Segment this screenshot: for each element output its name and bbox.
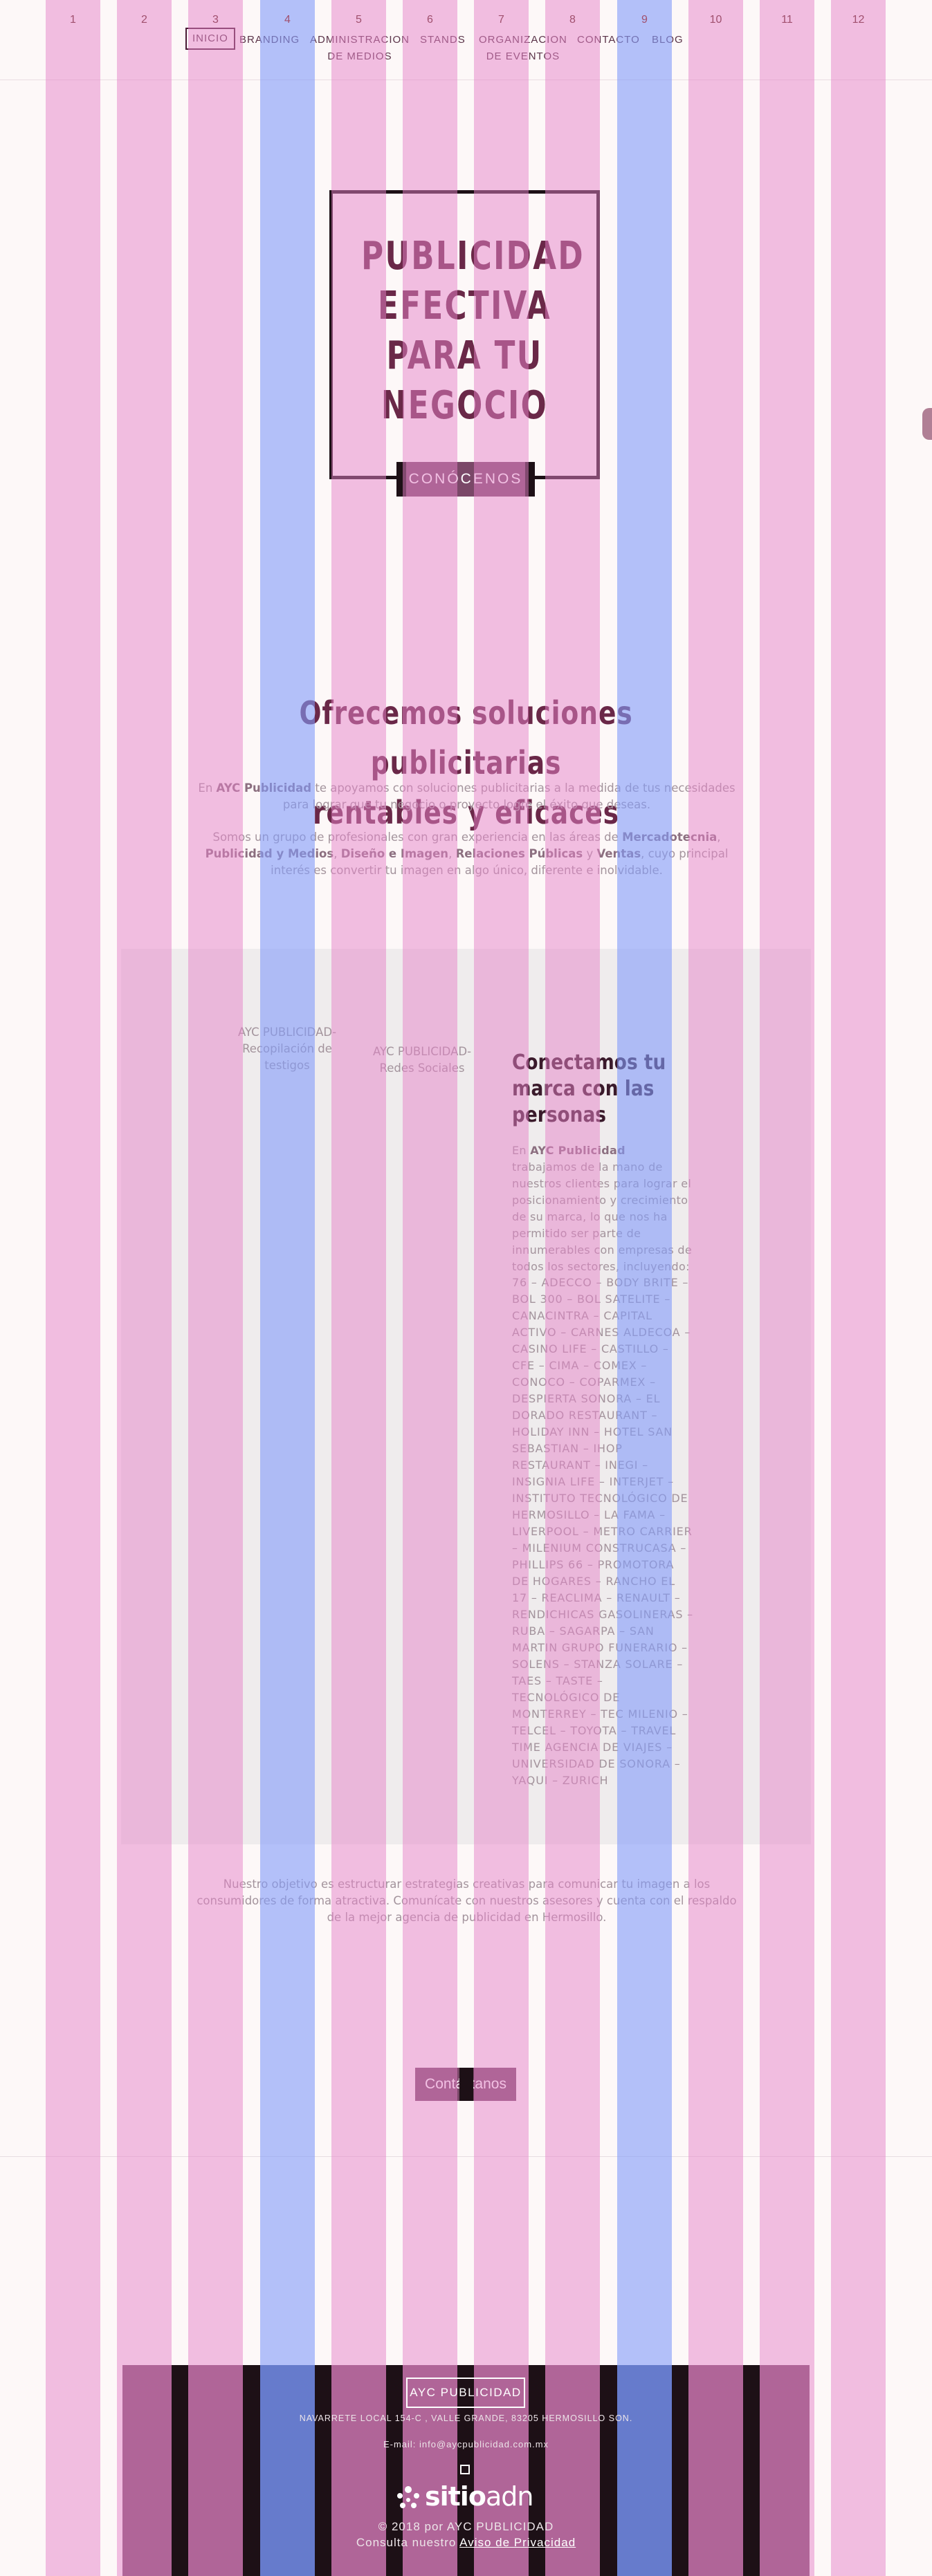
nav-item-branding[interactable]: BRANDING [239,34,300,46]
hero-title: PUBLICIDAD EFECTIVA PARA TU NEGOCIO [361,234,585,428]
hero-button-edge-left [396,462,406,497]
clients-section [121,949,811,1844]
nav-item-administracion-de-medios[interactable]: ADMINISTRACION DE MEDIOS [310,34,410,62]
footer-privacy: Consulta nuestro Aviso de Privacidad [356,2536,576,2549]
section-divider [0,2156,932,2157]
footer-email[interactable]: E-mail: info@aycpublicidad.com.mx [383,2439,549,2449]
footer-address: NAVARRETE LOCAL 154-C , VALLE GRANDE, 83… [299,2413,633,2423]
footer-square-icon[interactable] [460,2465,470,2474]
nav-item-blog[interactable]: BLOG [652,34,684,46]
sitioadn-dots-icon [397,2486,419,2508]
intro-title: Ofrecemos soluciones publicitarias renta… [299,694,633,831]
footer-brand-box: AYC PUBLICIDAD [406,2378,525,2408]
conocenos-button[interactable]: CONÓCENOS [396,462,535,497]
connect-paragraph: En AYC Publicidad trabajamos de la mano … [512,1144,692,1273]
hero-button-edge-right [525,462,535,497]
connect-title: Conectamos tu marca con las personas [512,1050,666,1127]
contact-button-edge [459,2068,473,2101]
intro-paragraph-1: En AYC Publicidad te apoyamos con soluci… [198,781,735,811]
gallery-caption-redes-sociales: AYC PUBLICIDAD- Redes Sociales [372,1045,472,1075]
grid-column-12: 12 [831,0,886,2576]
nav-item-inicio[interactable]: INICIO [185,28,235,50]
clients-list: 76 – ADECCO – BODY BRITE – BOL 300 – BOL… [512,1276,693,1787]
gallery-caption-testigos: AYC PUBLICIDAD- Recopilación de testigos [237,1026,337,1072]
grid-column-1: 1 [46,0,100,2576]
site-header: INICIO BRANDING ADMINISTRACION DE MEDIOS … [0,0,932,80]
footer-copyright: © 2018 por AYC PUBLICIDAD [378,2520,554,2533]
intro-paragraph-2: Somos un grupo de profesionales con gran… [205,831,729,877]
nav-item-organizacion-de-eventos[interactable]: ORGANIZACION DE EVENTOS [479,34,567,62]
privacy-link[interactable]: Aviso de Privacidad [459,2536,576,2549]
nav-item-contacto[interactable]: CONTACTO [577,34,640,46]
sitioadn-logo[interactable]: sitioadn [394,2481,540,2513]
side-floating-tab[interactable] [922,408,932,440]
nav-item-stands[interactable]: STANDS [420,34,466,46]
objective-paragraph: Nuestro objetivo es estructurar estrateg… [197,1878,737,1924]
